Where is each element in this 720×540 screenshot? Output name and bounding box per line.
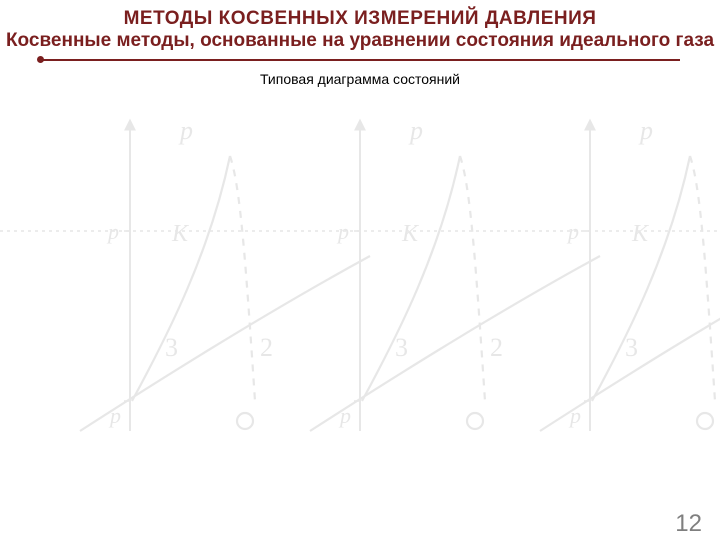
svg-text:p: p — [336, 219, 349, 244]
svg-text:2: 2 — [490, 333, 503, 362]
subtitle: Типовая диаграмма состояний — [0, 71, 720, 87]
svg-text:p: p — [108, 403, 121, 428]
svg-text:p: p — [106, 219, 119, 244]
divider — [40, 59, 680, 61]
svg-text:К: К — [631, 221, 650, 247]
svg-text:p: p — [338, 403, 351, 428]
svg-text:2: 2 — [260, 333, 273, 362]
svg-text:p: p — [638, 116, 653, 145]
svg-text:p: p — [566, 219, 579, 244]
svg-text:3: 3 — [165, 333, 178, 362]
svg-text:p: p — [408, 116, 423, 145]
svg-text:К: К — [171, 221, 190, 247]
state-diagram: ppКp32ppКp32ppКp32 — [0, 91, 720, 471]
svg-text:3: 3 — [625, 333, 638, 362]
page-number: 12 — [675, 510, 702, 538]
heading-main: МЕТОДЫ КОСВЕННЫХ ИЗМЕРЕНИЙ ДАВЛЕНИЯ — [0, 8, 720, 30]
svg-text:p: p — [178, 116, 193, 145]
heading-sub: Косвенные методы, основанные на уравнени… — [0, 30, 720, 53]
svg-text:К: К — [401, 221, 420, 247]
svg-text:p: p — [568, 403, 581, 428]
svg-text:3: 3 — [395, 333, 408, 362]
